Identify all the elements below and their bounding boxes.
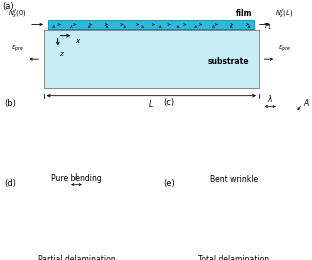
Text: Total delamination: Total delamination	[198, 255, 270, 260]
Text: $N_x^f(0)$: $N_x^f(0)$	[8, 8, 27, 21]
Text: (d): (d)	[4, 179, 16, 188]
Text: $l$: $l$	[74, 171, 79, 182]
Text: (e): (e)	[163, 179, 175, 188]
Text: $\varepsilon_{pre}$: $\varepsilon_{pre}$	[278, 44, 291, 54]
Text: $\lambda$: $\lambda$	[267, 93, 273, 104]
Text: $A$: $A$	[303, 96, 310, 108]
Text: Pure bending: Pure bending	[51, 174, 102, 183]
Text: $x$: $x$	[75, 37, 81, 45]
FancyBboxPatch shape	[44, 30, 259, 88]
Text: (c): (c)	[163, 99, 174, 107]
Text: (b): (b)	[4, 99, 16, 108]
Text: film: film	[236, 9, 253, 18]
Text: Partial delamination: Partial delamination	[38, 255, 115, 260]
Text: $\varepsilon_{pre}$: $\varepsilon_{pre}$	[11, 44, 24, 54]
Text: $L$: $L$	[149, 98, 154, 109]
Text: substrate: substrate	[208, 57, 250, 66]
Text: (a): (a)	[2, 2, 14, 11]
FancyBboxPatch shape	[48, 20, 254, 29]
Text: Bent wrinkle: Bent wrinkle	[210, 174, 258, 184]
Text: $N_x^f(L)$: $N_x^f(L)$	[275, 8, 293, 21]
Text: $T_1$: $T_1$	[263, 22, 272, 32]
Text: $z$: $z$	[59, 50, 65, 58]
